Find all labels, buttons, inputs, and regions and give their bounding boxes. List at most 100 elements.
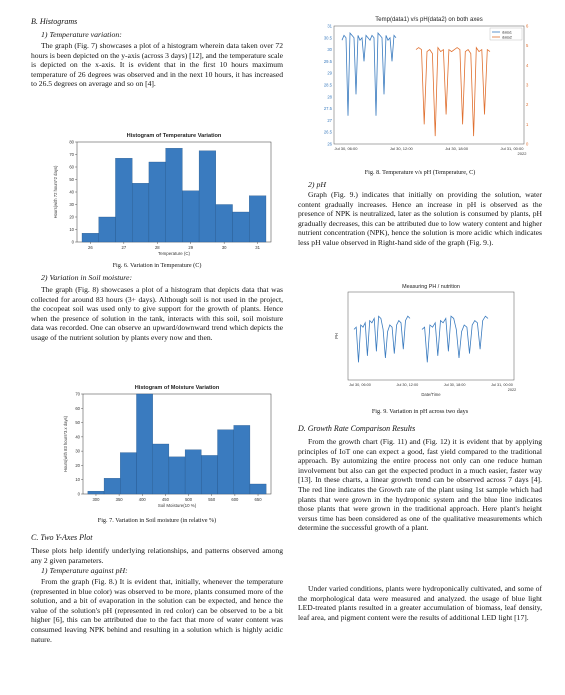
histogram-bar xyxy=(249,483,267,495)
y-tick-label-right: 1 xyxy=(526,122,529,127)
paragraph-growth-rate: From the growth chart (Fig. 11) and (Fig… xyxy=(298,437,542,533)
histogram-bar xyxy=(165,148,183,243)
x-axis-label: Date/Time xyxy=(421,392,441,397)
x-tick-label: Jul 30, 06:00 xyxy=(335,146,359,151)
y-tick-label: 40 xyxy=(69,190,74,195)
histogram-bar xyxy=(98,216,116,243)
plot-area xyxy=(333,25,525,145)
paragraph-led-light: Under varied conditions, plants were hyd… xyxy=(298,584,542,622)
figure-6-caption: Fig. 6. Variation in Temperature (C) xyxy=(112,262,202,269)
y-tick-label-right: 5 xyxy=(526,43,529,48)
y-tick-label-left: 30 xyxy=(327,47,332,52)
figure-ph-variation: Measuring PH / nutrition PH Jul 30, 06:00 J… xyxy=(330,282,520,400)
ph-variation-chart: Measuring PH / nutrition PH Jul 30, 06:00 J… xyxy=(334,284,516,397)
y-tick-label: 30 xyxy=(69,202,74,207)
y-tick-label-left: 27.5 xyxy=(324,106,333,111)
y-tick-label-left: 28.5 xyxy=(324,83,333,88)
y-tick-label: 60 xyxy=(69,165,74,170)
y-tick-label: 60 xyxy=(75,406,80,411)
figure-moisture-histogram: Histogram of Moisture Variation 0 10 20 30 40… xyxy=(61,382,277,510)
figure-temp-vs-ph: Temp(data1) v/s pH(data2) on both axes 26… xyxy=(312,14,544,164)
figure-9-caption: Fig. 9. Variation in pH across two days xyxy=(371,408,469,415)
histogram-bar xyxy=(182,190,200,243)
figure-7-caption: Fig. 7. Variation in Soil moisture (in r… xyxy=(97,517,217,524)
paragraph-soil-moisture: The graph (Fig. 8) showcases a plot of a… xyxy=(31,285,283,342)
histogram-bar xyxy=(215,204,233,243)
section-heading-growth-rate: D. Growth Rate Comparison Results xyxy=(298,424,416,433)
subheading-temp-vs-ph: 1) Temperature against pH: xyxy=(41,566,128,575)
subheading-soil-moisture: 2) Variation in Soil moisture: xyxy=(41,273,133,282)
histogram-bar xyxy=(201,455,218,495)
chart-title: Temp(data1) v/s pH(data2) on both axes xyxy=(375,17,482,23)
y-tick-label-right: 4 xyxy=(526,63,529,68)
x-tick-label: 27 xyxy=(121,245,126,250)
chart-title: Measuring PH / nutrition xyxy=(402,284,460,290)
y-axis-label: PH xyxy=(334,333,339,339)
y-tick-label-right: 6 xyxy=(526,24,529,29)
x-tick-label: 31 xyxy=(255,245,260,250)
y-tick-label: 50 xyxy=(69,177,74,182)
y-tick-label: 0 xyxy=(72,240,75,245)
x-tick-label: 350 xyxy=(116,497,124,502)
figure-temperature-histogram: Histogram of Temperature Variation 0 10 20 3… xyxy=(51,130,277,258)
y-tick-label-left: 30.5 xyxy=(324,35,333,40)
y-tick-label-left: 26.5 xyxy=(324,130,333,135)
x-tick-label: Jul 30, 18:00 xyxy=(444,383,466,387)
histogram-bar xyxy=(198,150,216,243)
paragraph-two-y-axes: These plots help identify underlying rel… xyxy=(31,546,283,565)
x-tick-label: Jul 30, 18:00 xyxy=(445,146,469,151)
histogram-bar xyxy=(87,490,105,495)
temp-vs-ph-dual-axis-chart: Temp(data1) v/s pH(data2) on both axes26… xyxy=(324,17,529,156)
x-tick-label: 600 xyxy=(231,497,239,502)
histogram-bar xyxy=(168,456,186,495)
y-tick-label-right: 0 xyxy=(526,142,529,147)
histogram-bar xyxy=(184,449,202,495)
paragraph-temp-vs-ph: From the graph (Fig. 8.) It is evident t… xyxy=(31,577,283,644)
histogram-bar xyxy=(148,161,166,243)
histogram-bar xyxy=(249,195,267,243)
subheading-ph: 2) pH xyxy=(308,180,326,189)
series-line-data2 xyxy=(415,46,491,137)
subheading-temperature: 1) Temperature variation: xyxy=(41,30,122,39)
y-tick-label-left: 29.5 xyxy=(324,59,333,64)
x-tick-label: 500 xyxy=(185,497,193,502)
histogram-bar xyxy=(115,158,133,243)
x-tick-label: Jul 31, 00:00 xyxy=(491,383,513,387)
figure-8-caption: Fig. 8. Temperature v/s pH (Temperature,… xyxy=(364,169,476,176)
y-tick-label-right: 2 xyxy=(526,102,529,107)
histogram-bar xyxy=(120,452,137,495)
section-heading-histograms: B. Histograms xyxy=(31,17,78,26)
y-tick-label-left: 26 xyxy=(327,142,332,147)
x-tick-label: 450 xyxy=(162,497,170,502)
plot-area xyxy=(347,291,515,381)
y-tick-label: 20 xyxy=(69,215,74,220)
legend-label-data2: data2 xyxy=(502,35,513,40)
chart-title: Histogram of Moisture Variation xyxy=(135,385,220,391)
x-tick-label: 650 xyxy=(255,497,263,502)
paragraph-ph: Graph (Fig. 9.) indicates that initially… xyxy=(298,190,542,247)
histogram-bar xyxy=(233,425,251,495)
y-tick-label: 50 xyxy=(75,420,80,425)
x-tick-label: Jul 30, 12:00 xyxy=(390,146,414,151)
x-axis-label: Soil Moisture(10 %) xyxy=(158,503,197,508)
y-tick-label: 70 xyxy=(69,152,74,157)
histogram-bar xyxy=(152,443,170,495)
y-tick-label: 20 xyxy=(75,463,80,468)
x-tick-label: Jul 31, 00:00 xyxy=(501,146,525,151)
x-tick-label: 29 xyxy=(188,245,193,250)
series-line-data1 xyxy=(341,32,397,116)
y-tick-label: 30 xyxy=(75,449,80,454)
y-tick-label: 0 xyxy=(78,492,81,497)
histogram-bar xyxy=(132,183,150,243)
x-tick-label: Jul 30, 06:00 xyxy=(349,383,371,387)
histogram-bar xyxy=(81,233,99,243)
y-tick-label: 10 xyxy=(69,227,74,232)
y-axis-label: Hours(with 72 hours*2 days) xyxy=(53,165,58,218)
x-tick-label: 28 xyxy=(155,245,160,250)
paragraph-temperature: The graph (Fig. 7) showcases a plot of a… xyxy=(31,41,283,89)
y-tick-label-left: 27 xyxy=(327,118,332,123)
x-tick-label: 550 xyxy=(208,497,216,502)
histogram-bar xyxy=(217,429,234,495)
x-tick-label: 300 xyxy=(92,497,100,502)
y-tick-label-left: 31 xyxy=(327,24,332,29)
